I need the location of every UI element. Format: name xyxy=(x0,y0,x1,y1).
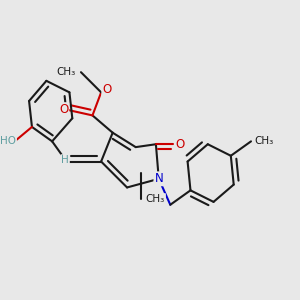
Text: CH₃: CH₃ xyxy=(56,67,75,77)
Text: HO: HO xyxy=(0,136,16,146)
Text: CH₃: CH₃ xyxy=(254,136,273,146)
Text: N: N xyxy=(154,172,163,185)
Text: O: O xyxy=(102,83,112,96)
Text: CH₃: CH₃ xyxy=(146,194,165,204)
Text: O: O xyxy=(176,138,185,151)
Text: H: H xyxy=(61,155,69,165)
Text: O: O xyxy=(59,103,68,116)
